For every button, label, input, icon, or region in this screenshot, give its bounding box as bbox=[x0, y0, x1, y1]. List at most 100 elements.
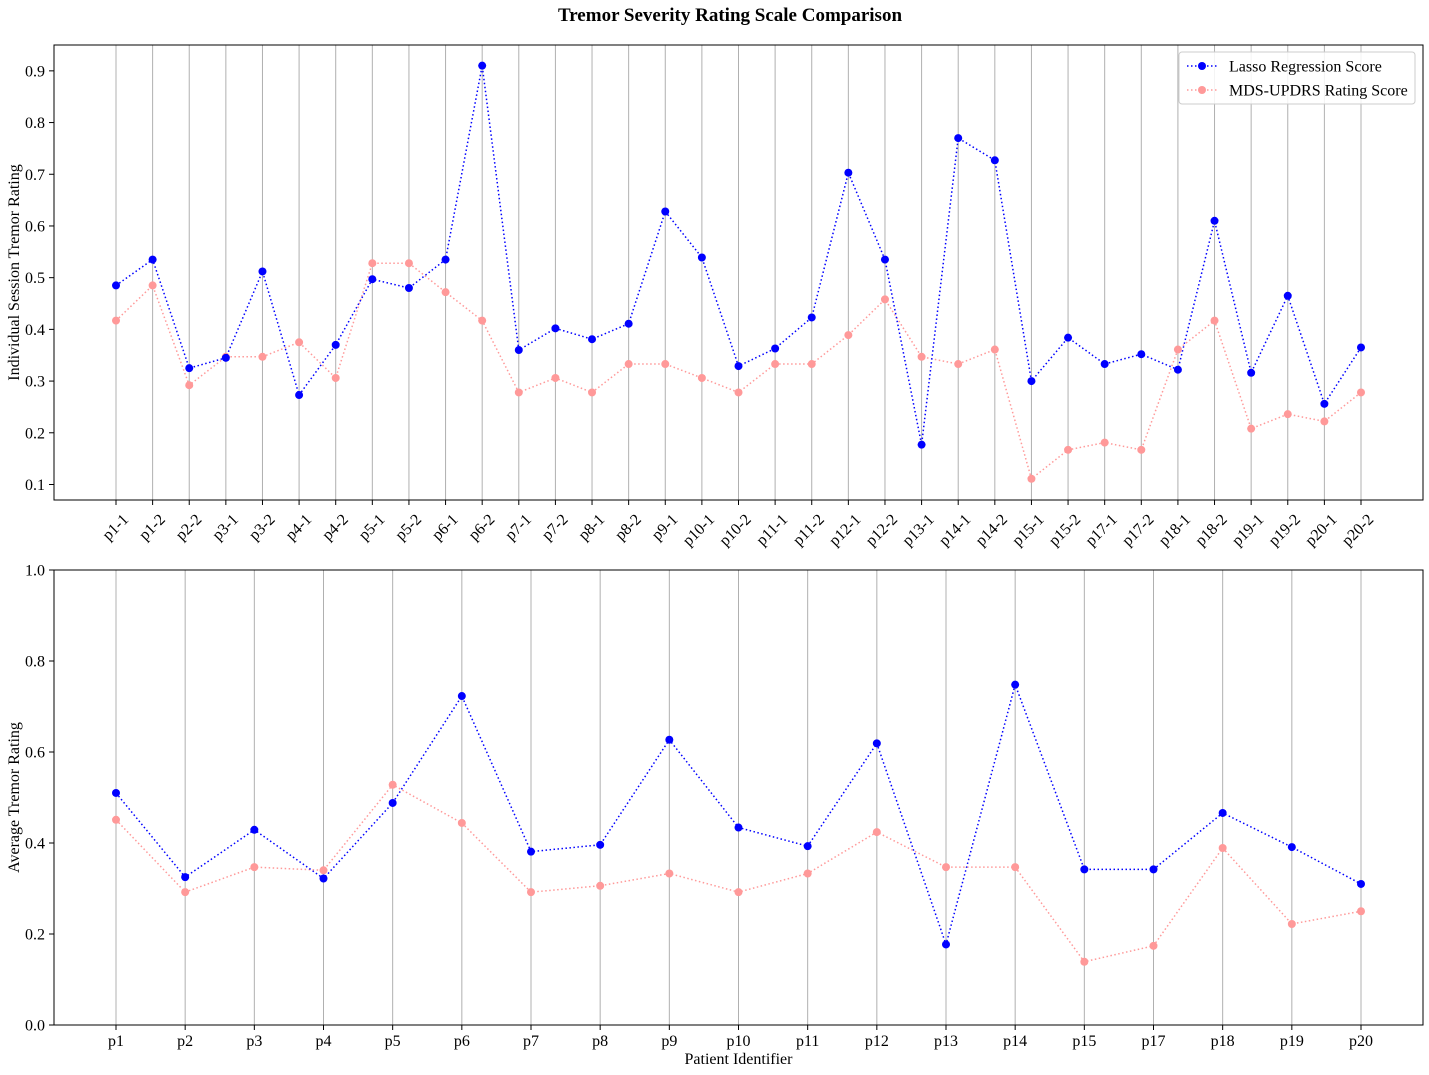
data-point bbox=[990, 345, 999, 354]
plot-frame bbox=[53, 44, 1424, 501]
x-tick-label: p5-1 bbox=[356, 511, 389, 544]
data-point bbox=[295, 391, 304, 400]
data-point bbox=[388, 798, 397, 807]
data-point bbox=[185, 364, 194, 373]
data-point bbox=[1320, 399, 1329, 408]
data-point bbox=[807, 360, 816, 369]
data-point bbox=[1210, 316, 1219, 325]
x-tick-label: p7-2 bbox=[539, 511, 572, 544]
data-point bbox=[734, 823, 743, 832]
x-tick-label: p14 bbox=[1003, 1033, 1027, 1050]
data-point bbox=[514, 346, 523, 355]
data-point bbox=[771, 360, 780, 369]
x-tick-label: p9 bbox=[661, 1033, 677, 1050]
data-point bbox=[1137, 350, 1146, 359]
data-point bbox=[1247, 368, 1256, 377]
x-tick-label: p1 bbox=[108, 1033, 124, 1050]
x-tick-label: p7 bbox=[523, 1033, 539, 1050]
data-point bbox=[872, 739, 881, 748]
data-point bbox=[1100, 438, 1109, 447]
data-point bbox=[844, 168, 853, 177]
data-point bbox=[1173, 365, 1182, 374]
x-tick-label: p1-2 bbox=[136, 511, 169, 544]
data-point bbox=[917, 440, 926, 449]
patient-chart: 0.0 0.2 0.4 0.6 0.8 1.0 p1 p2 p3 p4 p5 p6 p7 p8 p9 p10 p… bbox=[6, 563, 1424, 1068]
data-point bbox=[551, 324, 560, 333]
data-point bbox=[319, 874, 328, 883]
x-tick-label: p17-1 bbox=[1082, 511, 1120, 549]
y-tick-label: 0.1 bbox=[25, 477, 45, 494]
y-tick-label: 0.8 bbox=[25, 115, 45, 132]
legend-marker bbox=[1198, 86, 1206, 94]
session-chart: 0.10.20.30.40.50.60.70.80.9p1-1 p1-2 p2-2 p… bbox=[6, 44, 1424, 550]
legend: Lasso Regression Score MDS-UPDRS Rating S… bbox=[1178, 51, 1416, 105]
data-point bbox=[954, 360, 963, 369]
data-point bbox=[596, 881, 605, 890]
data-point bbox=[1357, 343, 1365, 352]
data-point bbox=[880, 255, 889, 264]
data-point bbox=[295, 338, 304, 347]
x-tick-label: p12-2 bbox=[863, 511, 901, 549]
data-point bbox=[697, 373, 706, 382]
x-tick-label: p11-1 bbox=[753, 511, 791, 549]
data-point bbox=[1210, 216, 1219, 225]
x-tick-label: p12 bbox=[865, 1033, 889, 1050]
x-tick-label: p8 bbox=[592, 1033, 608, 1050]
data-point bbox=[1357, 879, 1365, 888]
data-point bbox=[588, 388, 597, 397]
x-tick-label: p3-1 bbox=[209, 511, 242, 544]
data-point bbox=[457, 818, 466, 827]
data-point bbox=[661, 360, 670, 369]
x-tick-label: p4-2 bbox=[319, 511, 352, 544]
x-axis-label: Patient Identifier bbox=[685, 1051, 794, 1068]
data-point bbox=[807, 313, 816, 322]
x-tick-label: p15-1 bbox=[1009, 511, 1047, 549]
x-tick-label: p6-2 bbox=[466, 511, 499, 544]
y-tick-label: 0.4 bbox=[25, 836, 45, 853]
y-tick-label: 0.4 bbox=[25, 322, 45, 339]
data-point bbox=[1137, 445, 1146, 454]
data-point bbox=[388, 780, 397, 789]
x-tick-label: p14-1 bbox=[936, 511, 974, 549]
y-tick-label: 0.6 bbox=[25, 218, 45, 235]
y-tick-label: 0.7 bbox=[25, 167, 45, 184]
y-axis-label: Individual Session Tremor Rating bbox=[6, 164, 23, 380]
data-point bbox=[803, 869, 812, 878]
data-point bbox=[112, 316, 120, 325]
y-tick-label: 0.2 bbox=[25, 425, 45, 442]
data-point bbox=[771, 344, 780, 353]
x-tick-label: p10 bbox=[727, 1033, 751, 1050]
y-tick-label: 0.8 bbox=[25, 654, 45, 671]
data-point bbox=[457, 692, 466, 701]
data-point bbox=[319, 866, 328, 875]
x-tick-label: p10-1 bbox=[680, 511, 718, 549]
y-tick-label: 0.6 bbox=[25, 745, 45, 762]
x-tick-label: p5-2 bbox=[392, 511, 425, 544]
data-point bbox=[112, 281, 120, 290]
plot-frame bbox=[53, 569, 1424, 1026]
data-point bbox=[112, 788, 120, 797]
x-tick-label: p4-1 bbox=[283, 511, 316, 544]
x-tick-label: p5 bbox=[385, 1033, 401, 1050]
legend-label: Lasso Regression Score bbox=[1229, 59, 1382, 76]
data-point bbox=[596, 840, 605, 849]
x-tick-label: p17-2 bbox=[1119, 511, 1157, 549]
x-tick-label: p19-1 bbox=[1229, 511, 1267, 549]
x-tick-label: p8-2 bbox=[612, 511, 645, 544]
data-point bbox=[880, 295, 889, 304]
data-point bbox=[1027, 377, 1036, 386]
data-point bbox=[661, 207, 670, 216]
data-point bbox=[527, 847, 535, 856]
data-point bbox=[954, 134, 963, 143]
x-tick-label: p13 bbox=[934, 1033, 958, 1050]
y-tick-label: 0.2 bbox=[25, 927, 45, 944]
data-point bbox=[331, 340, 340, 349]
data-point bbox=[1011, 680, 1020, 689]
data-point bbox=[588, 335, 597, 344]
x-tick-label: p18-2 bbox=[1192, 511, 1230, 549]
data-point bbox=[404, 284, 413, 293]
data-point bbox=[368, 275, 377, 284]
x-tick-label: p7-1 bbox=[502, 511, 535, 544]
data-point bbox=[1149, 865, 1158, 874]
data-point bbox=[331, 373, 340, 382]
